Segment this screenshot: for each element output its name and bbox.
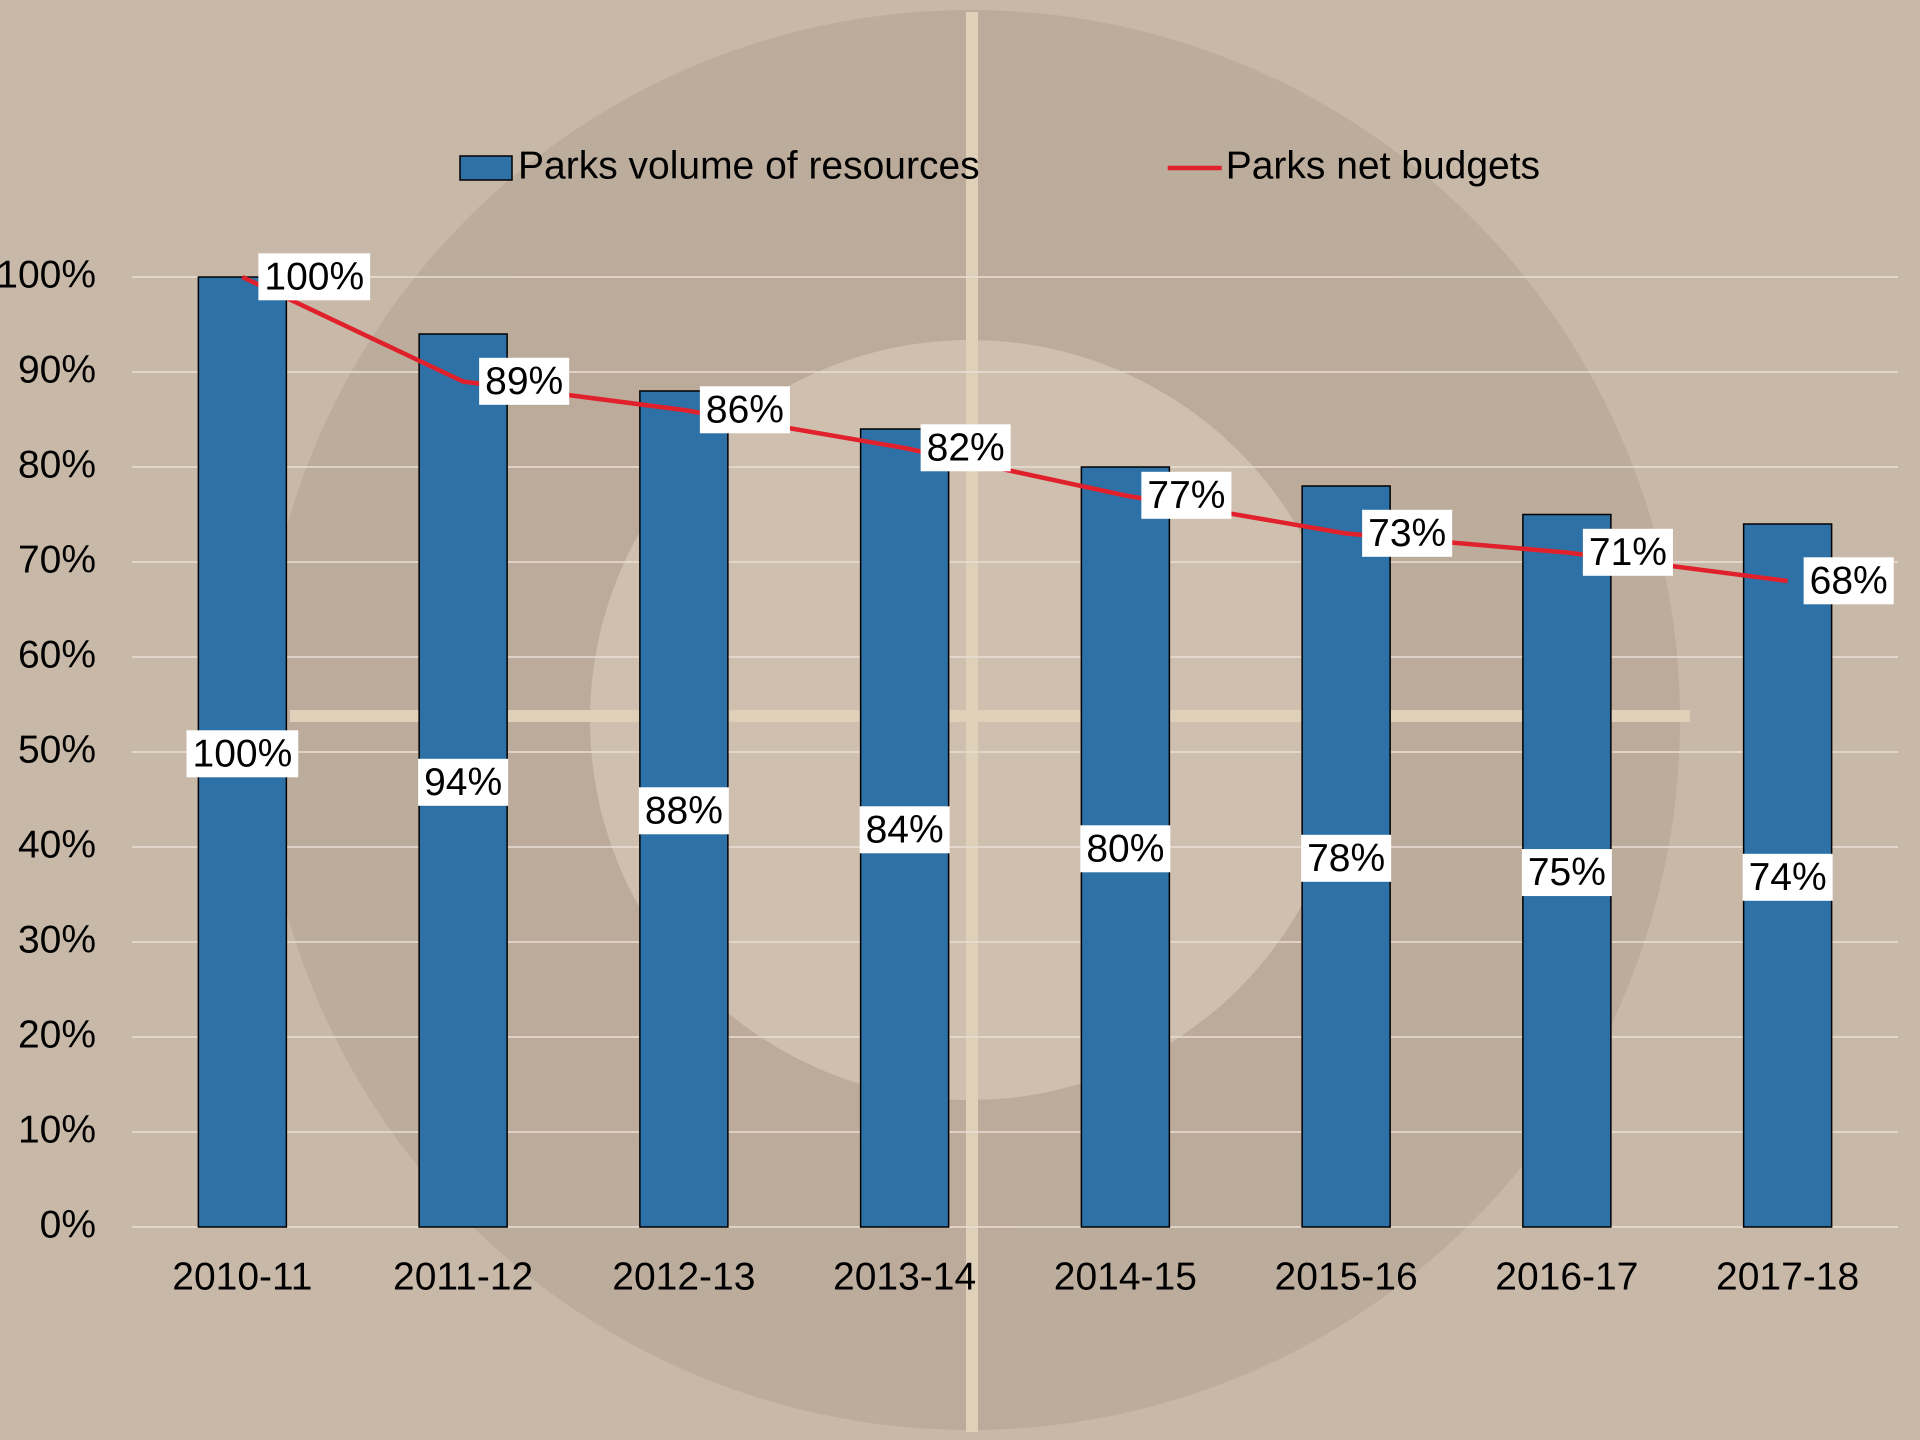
data-label-text: 82%	[927, 426, 1005, 469]
data-label: 80%	[1080, 825, 1171, 873]
legend-item: Parks volume of resources	[459, 144, 980, 187]
data-label-text: 68%	[1810, 559, 1888, 602]
data-label-box	[1141, 471, 1232, 519]
data-label: 100%	[186, 730, 299, 778]
data-label-box	[1582, 528, 1673, 576]
data-label-box	[638, 787, 729, 835]
y-tick-label: 0%	[40, 1203, 96, 1246]
data-label-text: 78%	[1307, 837, 1385, 880]
data-label-text: 73%	[1368, 512, 1446, 555]
y-tick-label: 60%	[18, 633, 96, 676]
data-label: 78%	[1301, 834, 1392, 882]
x-tick-label: 2014-15	[1054, 1255, 1197, 1298]
data-label: 86%	[699, 386, 790, 434]
data-label: 84%	[859, 806, 950, 854]
data-label: 89%	[479, 357, 570, 405]
legend-item: Parks net budgets	[1167, 144, 1540, 187]
data-label-text: 75%	[1528, 851, 1606, 894]
data-label: 71%	[1582, 528, 1673, 576]
data-label-box	[920, 424, 1011, 472]
data-label-box	[859, 806, 950, 854]
data-label-box	[479, 357, 570, 405]
data-label-text: 86%	[706, 388, 784, 431]
data-label: 73%	[1362, 509, 1453, 557]
data-label-text: 100%	[193, 732, 293, 775]
data-label-text: 88%	[645, 789, 723, 832]
x-tick-label: 2017-18	[1716, 1255, 1859, 1298]
y-tick-label: 100%	[0, 253, 96, 296]
data-label-box	[699, 386, 790, 434]
data-label-box	[1362, 509, 1453, 557]
data-label: 82%	[920, 424, 1011, 472]
y-tick-label: 30%	[18, 918, 96, 961]
y-tick-label: 90%	[18, 348, 96, 391]
data-label: 94%	[418, 758, 509, 806]
data-label-text: 77%	[1147, 474, 1225, 517]
legend-label: Parks net budgets	[1226, 144, 1540, 187]
data-label-text: 74%	[1749, 856, 1827, 899]
data-label-box	[1803, 557, 1894, 605]
y-tick-label: 80%	[18, 443, 96, 486]
x-tick-label: 2013-14	[833, 1255, 976, 1298]
data-label: 75%	[1521, 849, 1612, 897]
x-tick-label: 2015-16	[1275, 1255, 1418, 1298]
data-label: 74%	[1742, 853, 1833, 901]
data-label-box	[186, 730, 299, 778]
y-tick-label: 40%	[18, 823, 96, 866]
x-tick-label: 2012-13	[612, 1255, 755, 1298]
y-tick-label: 20%	[18, 1013, 96, 1056]
y-tick-label: 50%	[18, 728, 96, 771]
data-label-text: 89%	[485, 360, 563, 403]
y-tick-label: 70%	[18, 538, 96, 581]
y-tick-label: 10%	[18, 1108, 96, 1151]
data-label-text: 71%	[1589, 531, 1667, 574]
data-label-box	[1521, 849, 1612, 897]
data-label-text: 80%	[1086, 827, 1164, 870]
plot-area: 0% 10% 20% 30% 40% 50% 60% 70% 80% 90% 100% 2010-11…	[0, 144, 1898, 1298]
data-label-text: 94%	[424, 761, 502, 804]
x-tick-label: 2011-12	[393, 1255, 533, 1298]
data-label: 77%	[1141, 471, 1232, 519]
data-label-text: 100%	[264, 255, 364, 298]
data-label-text: 84%	[866, 808, 944, 851]
data-label-box	[418, 758, 509, 806]
data-label-box	[1742, 853, 1833, 901]
data-label: 100%	[258, 253, 371, 301]
legend-label: Parks volume of resources	[518, 144, 980, 187]
data-label-box	[1080, 825, 1171, 873]
legend-swatch	[459, 155, 513, 181]
data-label: 68%	[1803, 557, 1894, 605]
x-tick-label: 2010-11	[172, 1255, 312, 1298]
data-label-box	[1301, 834, 1392, 882]
x-tick-label: 2016-17	[1495, 1255, 1638, 1298]
data-label-box	[258, 253, 371, 301]
data-label: 88%	[638, 787, 729, 835]
